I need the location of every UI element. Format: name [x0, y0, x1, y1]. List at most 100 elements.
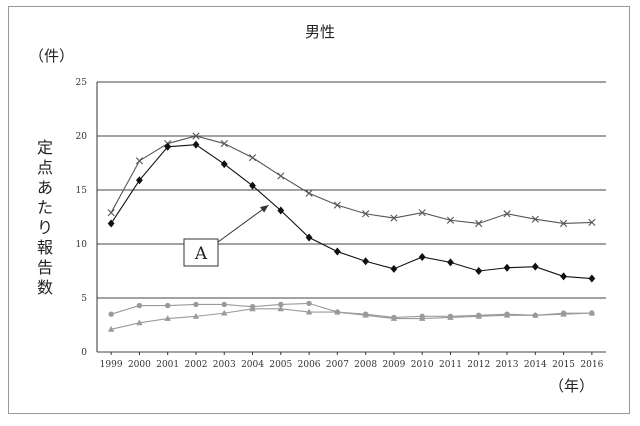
series-group [107, 132, 596, 332]
x-tick-label: 2007 [326, 360, 349, 370]
data-point-cross [277, 172, 285, 180]
data-point-diamond [390, 264, 398, 273]
x-tick-label: 2013 [496, 360, 519, 370]
data-point-diamond [475, 267, 483, 275]
y-tick-label: 10 [76, 240, 88, 250]
data-point-cross [107, 209, 115, 217]
data-point-triangle [390, 315, 398, 321]
y-axis-label-char: 報 [37, 238, 53, 257]
x-tick-label: 2014 [524, 360, 547, 370]
data-point-triangle [305, 308, 313, 315]
x-tick-label: 2000 [128, 360, 151, 370]
y-axis-label-char: 告 [37, 258, 53, 277]
data-point-circle [306, 300, 312, 307]
annotation-box [183, 238, 219, 267]
data-point-cross [390, 214, 398, 222]
series-triangle [107, 305, 596, 332]
data-point-cross [531, 215, 539, 223]
y-tick-labels: 0 5 10 15 20 25 [76, 78, 88, 358]
data-point-diamond [588, 274, 596, 283]
series-line-triangle [111, 308, 592, 330]
x-tick-label: 2008 [354, 360, 377, 370]
data-point-triangle [334, 308, 341, 315]
y-tick-label: 25 [76, 78, 88, 88]
data-point-diamond [164, 142, 172, 151]
data-point-triangle [447, 314, 454, 320]
x-unit-label: （年） [549, 377, 594, 395]
data-point-cross [333, 201, 341, 209]
data-point-triangle [221, 309, 228, 316]
y-tick-label: 20 [76, 132, 88, 142]
x-tick-label: 2006 [298, 360, 321, 370]
annotation-arrow-head [260, 205, 269, 213]
x-tick-label: 2003 [213, 360, 236, 370]
series-cross [107, 132, 596, 228]
data-point-triangle [249, 305, 256, 312]
y-tick-label: 5 [81, 294, 87, 304]
series-diamond [107, 140, 596, 283]
data-point-triangle [164, 315, 171, 321]
x-tick-label: 2011 [439, 360, 462, 370]
data-point-diamond [136, 176, 143, 185]
y-unit-label: （件） [29, 47, 74, 65]
data-point-diamond [362, 257, 370, 266]
data-point-cross [418, 209, 426, 217]
annotation-a: A [183, 204, 269, 267]
data-point-diamond [305, 233, 313, 242]
x-tick-label: 2012 [467, 360, 490, 370]
data-point-cross [135, 157, 144, 165]
x-tick-label: 2016 [580, 360, 603, 370]
data-point-diamond [560, 272, 567, 281]
chart-frame: 男性 （件） （年） 定点あたり報告数 0 5 10 15 20 25 1999 2000 2… [8, 6, 630, 414]
data-point-circle [108, 311, 114, 317]
data-point-cross [446, 216, 455, 224]
y-axis-label-char: り [37, 218, 53, 237]
data-point-triangle [107, 325, 115, 332]
data-point-diamond [447, 258, 454, 267]
data-point-diamond [107, 219, 115, 228]
data-point-triangle [362, 311, 369, 318]
data-point-triangle [560, 310, 567, 317]
data-point-cross [220, 139, 228, 148]
data-point-circle [164, 302, 171, 309]
x-tick-label: 1999 [100, 360, 123, 370]
data-point-diamond [277, 206, 285, 215]
annotation-arrow-line [217, 204, 269, 243]
annotation-label: A [194, 244, 208, 264]
y-axis-label-char: 点 [37, 158, 53, 177]
data-point-cross [192, 132, 200, 140]
gridlines [96, 81, 606, 353]
y-axis-label-char: 定 [37, 138, 53, 157]
data-point-triangle [418, 315, 426, 321]
data-point-diamond [531, 262, 539, 271]
x-tick-labels: 1999 2000 2001 2002 2003 2004 2005 2006 2007 2008… [100, 352, 604, 370]
y-axis-label-char: た [37, 198, 53, 217]
data-point-diamond [503, 263, 511, 272]
data-point-triangle [532, 311, 539, 318]
chart-title: 男性 [305, 23, 335, 41]
data-point-circle [193, 301, 199, 308]
data-point-cross [305, 189, 313, 197]
data-point-circle [221, 301, 227, 308]
data-point-diamond [220, 160, 228, 169]
x-tick-label: 2009 [382, 360, 405, 370]
x-tick-label: 2010 [411, 360, 434, 370]
x-tick-label: 2004 [241, 360, 264, 370]
data-point-diamond [418, 252, 426, 261]
data-point-cross [559, 219, 568, 228]
data-point-cross [588, 218, 596, 226]
y-axis-label-char: 数 [37, 278, 53, 297]
data-point-circle [136, 302, 143, 309]
data-point-triangle [136, 319, 143, 326]
series-line-diamond [110, 144, 592, 280]
data-point-diamond [333, 247, 341, 256]
x-tick-label: 2015 [552, 360, 575, 370]
data-point-triangle [503, 311, 511, 318]
y-axis-label-char: あ [37, 178, 53, 197]
data-point-triangle [277, 305, 285, 312]
y-tick-label: 15 [76, 186, 88, 196]
series-line-cross [110, 135, 592, 225]
data-point-cross [362, 210, 370, 218]
